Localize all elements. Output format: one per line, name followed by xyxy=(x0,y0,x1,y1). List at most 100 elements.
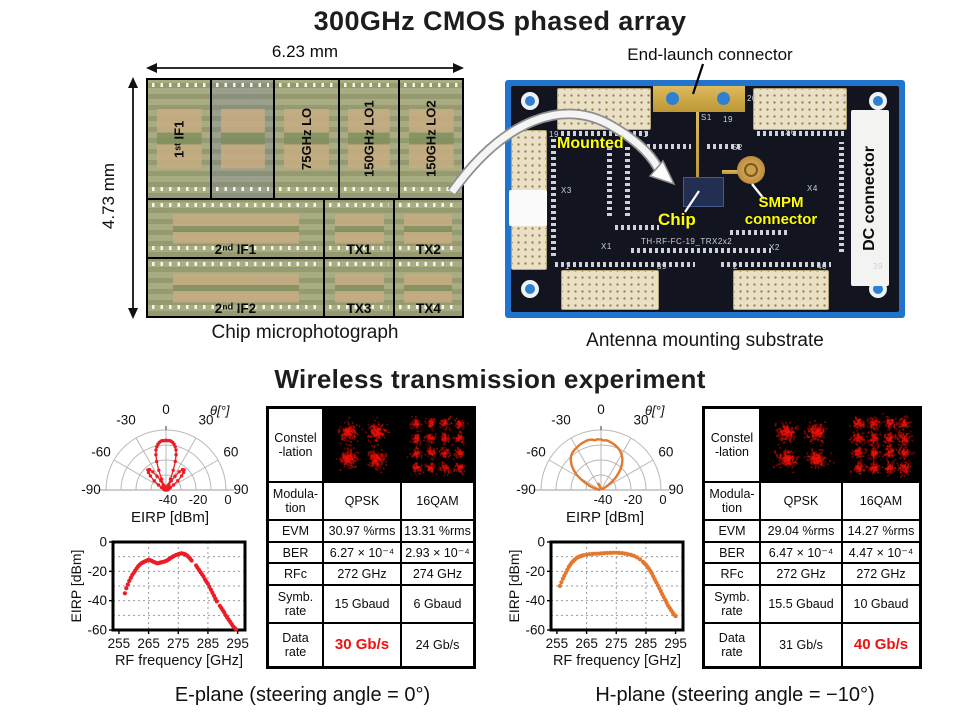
data-point xyxy=(634,555,640,560)
polar-trace-dot xyxy=(155,474,159,478)
polar-grid-radial xyxy=(600,437,632,491)
chip-block-label: 2ⁿᵈ IF1 xyxy=(214,242,257,257)
polar-angle-label: 90 xyxy=(668,482,683,497)
mounted-chip xyxy=(683,177,724,207)
table-value-cell: 24 Gb/s xyxy=(402,624,473,666)
pad-column xyxy=(551,136,556,256)
x-tick-label: 265 xyxy=(575,636,598,651)
table-value-cell: 2.93 × 10⁻⁴ xyxy=(402,543,473,562)
chip-block-tx4: TX4 xyxy=(393,257,464,318)
chip-block-150ghz-lo1: 150GHz LO1 xyxy=(338,78,400,200)
y-tick-label: -40 xyxy=(525,593,545,608)
polar-trace-dot xyxy=(173,459,177,464)
data-point xyxy=(557,583,562,589)
data-point xyxy=(602,551,607,556)
chip-label: Chip xyxy=(658,210,696,229)
pad-row xyxy=(615,225,659,230)
polar-angle-label: 60 xyxy=(658,445,673,460)
table-value-cell: 272 GHz xyxy=(843,564,919,584)
table-value-cell: 15.5 Gbaud xyxy=(761,586,841,622)
polar-angle-label: 30 xyxy=(633,413,648,428)
silkscreen-label: X6 xyxy=(785,128,796,137)
table-value-cell: 274 GHz xyxy=(402,564,473,584)
data-point xyxy=(617,550,622,555)
e-plane-caption: E-plane (steering angle = 0°) xyxy=(174,684,431,706)
polar-trace-dot xyxy=(179,474,184,478)
silkscreen-label: 39 xyxy=(873,262,883,271)
x-tick-label: 255 xyxy=(546,636,569,651)
chip-block-tx1: TX1 xyxy=(323,198,395,259)
polar-grid-radial xyxy=(548,459,602,491)
table-row-label: Constel -lation xyxy=(269,409,322,481)
table-value-cell: 14.27 %rms xyxy=(843,521,919,541)
e-plane-results-table: Constel -lation Modula- tion QPSK 16QAM EVM 3… xyxy=(266,406,476,669)
silkscreen-label: 20 xyxy=(747,94,757,103)
table-row-label: Modula- tion xyxy=(269,483,322,519)
chip-block-label: TX1 xyxy=(346,242,372,257)
pad-column xyxy=(625,146,630,216)
polar-angle-label: -90 xyxy=(516,482,536,497)
chip-width-dimension: 6.23 mm xyxy=(271,42,339,61)
constellation-cell xyxy=(402,409,473,481)
silkscreen-label: 1 xyxy=(643,130,648,139)
polar-trace-dot xyxy=(159,485,164,490)
polar-trace-dot xyxy=(169,479,173,483)
connector-hole xyxy=(717,92,730,105)
constellation-qpsk xyxy=(764,412,838,478)
polar-angle-label: -90 xyxy=(81,482,101,497)
chip-block-label: TX3 xyxy=(346,301,372,316)
silkscreen-label: X4 xyxy=(807,184,818,193)
table-value-cell: 272 GHz xyxy=(324,564,400,584)
polar-trace-dot xyxy=(156,483,161,487)
polar-theta-axis-label: θ[°] xyxy=(645,403,665,418)
table-row-label: EVM xyxy=(269,521,322,541)
polar-angle-label: 0 xyxy=(162,402,170,417)
y-tick-label: 0 xyxy=(99,535,107,550)
data-point xyxy=(124,586,129,591)
mounting-hole xyxy=(869,92,887,110)
table-row-label: RFc xyxy=(269,564,322,584)
pad-column xyxy=(607,146,612,216)
polar-trace xyxy=(569,438,624,492)
polar-trace-dot xyxy=(173,445,177,449)
chip-caption: Chip microphotograph xyxy=(211,322,399,343)
x-tick-label: 275 xyxy=(167,636,190,651)
polar-trace-dot xyxy=(173,474,177,478)
h-plane-polar-chart: -90 -60 -30 0 30 60 90 -40 -20 0 θ[°] EIRP [dBm] xyxy=(516,402,683,526)
y-tick-label: -60 xyxy=(87,623,107,638)
chip-block-if2-second: 2ⁿᵈ IF2 xyxy=(146,257,325,318)
polar-angle-label: -60 xyxy=(526,445,546,460)
polar-trace-dot xyxy=(176,479,180,483)
polar-radial-label: 0 xyxy=(224,492,231,507)
table-value-cell: 29.04 %rms xyxy=(761,521,841,541)
constellation-cell xyxy=(843,409,919,481)
polar-angle-label: 0 xyxy=(597,402,605,417)
polar-radial-label: 0 xyxy=(659,492,666,507)
polar-trace-dot xyxy=(159,477,164,481)
polar-radial-label: -20 xyxy=(624,492,643,507)
table-value-cell: 6.47 × 10⁻⁴ xyxy=(761,543,841,562)
polar-angle-label: 60 xyxy=(223,445,238,460)
table-value-cell: 272 GHz xyxy=(761,564,841,584)
x-tick-label: 265 xyxy=(137,636,160,651)
x-axis-label: RF frequency [GHz] xyxy=(115,653,243,669)
data-point xyxy=(234,627,239,632)
silkscreen-label: X3 xyxy=(561,186,572,195)
constellation-cell xyxy=(324,409,400,481)
silkscreen-label: 19 xyxy=(723,115,733,124)
polar-radial-label: -20 xyxy=(189,492,208,507)
x-tick-label: 285 xyxy=(197,636,220,651)
silkscreen-label: 39 xyxy=(657,262,667,271)
silkscreen-label: X1 xyxy=(601,242,612,251)
pad-row xyxy=(647,144,691,149)
polar-angle-label: 90 xyxy=(233,482,248,497)
data-point xyxy=(125,582,130,587)
table-row-label: Symb. rate xyxy=(705,586,759,622)
y-tick-label: -40 xyxy=(87,593,107,608)
silkscreen-label: 2 xyxy=(733,262,738,271)
antenna-substrate-photo: DC connector TH-RF-FC-19_TRX2x2 S1 19 20 2 X… xyxy=(505,80,905,318)
y-axis-label: EIRP [dBm] xyxy=(508,550,522,623)
